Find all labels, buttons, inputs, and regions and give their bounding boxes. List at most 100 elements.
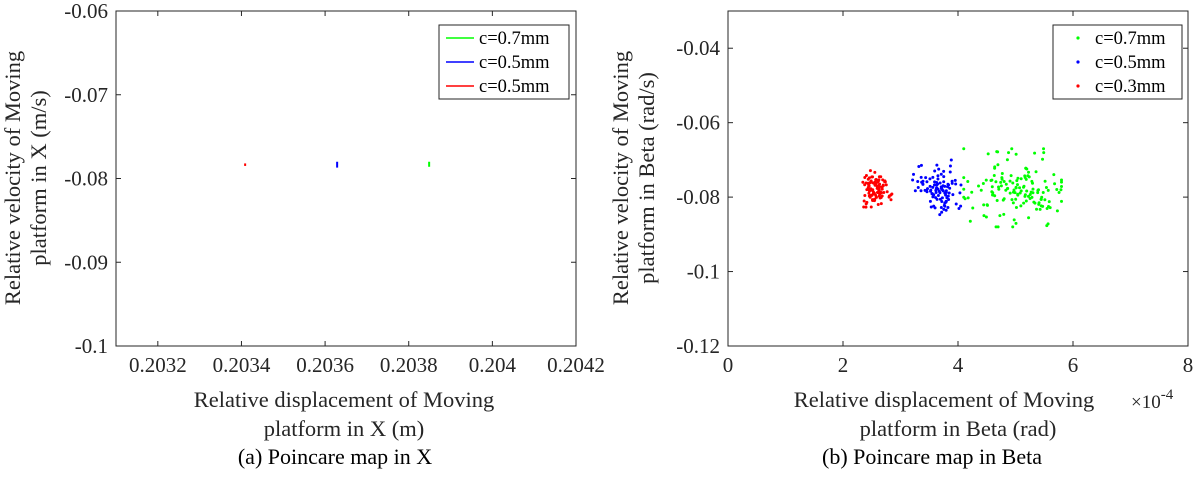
chart-a-xtick-label: 0.204 bbox=[469, 353, 517, 377]
chart-b-series-0-point bbox=[1015, 183, 1019, 187]
chart-b-series-1-point bbox=[959, 204, 963, 208]
chart-b-series-0-point bbox=[1016, 176, 1020, 180]
chart-b-series-0-point bbox=[1052, 173, 1056, 177]
chart-b-series-1-point bbox=[944, 199, 948, 203]
chart-b-series-0-point bbox=[996, 163, 1000, 167]
chart-b-series-1-point bbox=[945, 185, 949, 189]
chart-b-series-2-point bbox=[864, 205, 868, 209]
chart-b-series-2-point bbox=[866, 177, 870, 181]
chart-b-series-0-point bbox=[1018, 186, 1022, 190]
chart-b-series-2-point bbox=[873, 170, 877, 174]
chart-b-series-1-point bbox=[928, 199, 932, 203]
chart-b-x-multiplier-exp: -4 bbox=[1161, 387, 1174, 403]
chart-b-series-1-point bbox=[931, 175, 935, 179]
chart-b-series-2-point bbox=[862, 199, 866, 203]
chart-b-series-2-point bbox=[874, 178, 878, 182]
chart-b-series-0-point bbox=[993, 194, 997, 198]
chart-b-series-0-point bbox=[1043, 198, 1047, 202]
chart-b-series-0-point bbox=[966, 196, 970, 200]
chart-b-series-2-point bbox=[879, 202, 883, 206]
chart-b-series-0-point bbox=[1019, 177, 1023, 181]
chart-b-series-0-point bbox=[991, 191, 995, 195]
chart-b-series-0-point bbox=[1010, 198, 1014, 202]
chart-b-series-0-point bbox=[1002, 197, 1006, 201]
chart-a-xtick-label: 0.2036 bbox=[296, 353, 354, 377]
chart-b-legend-label-1: c=0.5mm bbox=[1095, 53, 1166, 73]
chart-b-series-1-point bbox=[953, 178, 957, 182]
chart-b-series-2-point bbox=[885, 190, 889, 194]
chart-b-series-1-point bbox=[935, 163, 939, 167]
chart-b-series-1-point bbox=[921, 179, 925, 183]
chart-b-series-0-point bbox=[1014, 221, 1018, 225]
chart-b-series-0-point bbox=[1024, 199, 1028, 203]
chart-b-series-0-point bbox=[1046, 188, 1050, 192]
chart-b-series-0-point bbox=[1000, 177, 1004, 181]
chart-b-series-0-point bbox=[977, 184, 981, 188]
chart-b-series-1-point bbox=[931, 195, 935, 199]
chart-b-series-0-point bbox=[1012, 218, 1016, 222]
chart-b-series-0-point bbox=[1024, 166, 1028, 170]
chart-b-ytick-label: -0.04 bbox=[676, 36, 720, 60]
chart-b-xtick-label: 8 bbox=[1183, 353, 1194, 377]
chart-b-series-1-point bbox=[933, 206, 937, 210]
chart-b-series-0-point bbox=[1030, 195, 1034, 199]
chart-b-series-0-point bbox=[982, 203, 986, 207]
chart-b-series-0-point bbox=[962, 187, 966, 191]
chart-a-ylabel-line1: Relative velocity of Moving bbox=[0, 51, 25, 305]
chart-b-series-1-point bbox=[942, 207, 946, 211]
chart-b-series-0-point bbox=[1002, 179, 1006, 183]
chart-b-series-2-point bbox=[879, 175, 883, 179]
chart-b-series-0-point bbox=[993, 166, 997, 170]
chart-b-series-1-point bbox=[946, 194, 950, 198]
chart-b-series-0-point bbox=[966, 179, 970, 183]
chart-b-series-2-point bbox=[876, 202, 880, 206]
chart-b-xtick-label: 0 bbox=[723, 353, 734, 377]
chart-b-series-0-point bbox=[1060, 199, 1063, 203]
chart-b-series-0-point bbox=[1011, 181, 1015, 185]
chart-b-series-0-point bbox=[986, 152, 990, 156]
chart-b-series-1-point bbox=[929, 205, 933, 209]
chart-b-legend: c=0.7mm c=0.5mm c=0.3mm bbox=[1052, 24, 1183, 100]
chart-b-series-0-point bbox=[1044, 185, 1048, 189]
chart-b-caption: (b) Poincare map in Beta bbox=[822, 444, 1042, 469]
chart-b-series-0-point bbox=[1041, 157, 1045, 161]
chart-b-series-0-point bbox=[1016, 192, 1020, 196]
chart-b-series-0-point bbox=[968, 219, 972, 223]
chart-b-series-0-point bbox=[1032, 200, 1036, 204]
chart-b-series-1-point bbox=[928, 184, 932, 188]
chart-b-series-2-point bbox=[863, 176, 867, 180]
chart-b-series-0-point bbox=[999, 184, 1003, 188]
chart-b-series-0-point bbox=[1025, 189, 1029, 193]
chart-b-series-2-point bbox=[864, 174, 868, 178]
chart-b-series-1-point bbox=[946, 206, 950, 210]
chart-b-series-0-point bbox=[1042, 151, 1046, 155]
chart-b-series-1-point bbox=[950, 179, 954, 183]
chart-b-series-1-point bbox=[939, 185, 943, 189]
chart-b-series-2-point bbox=[881, 183, 885, 187]
chart-b-xlabel-line2: platform in Beta (rad) bbox=[860, 416, 1057, 441]
chart-b-series-0-point bbox=[1005, 187, 1009, 191]
chart-b-series-0-point bbox=[1002, 212, 1006, 216]
chart-b-series-2-point bbox=[867, 184, 871, 188]
chart-b-legend-swatch-2 bbox=[1076, 84, 1080, 88]
chart-b-series-2-point bbox=[880, 187, 884, 191]
chart-b-ytick-label: -0.06 bbox=[676, 111, 720, 135]
chart-b-series-2-point bbox=[872, 191, 876, 195]
chart-b-series-1-point bbox=[944, 191, 948, 195]
chart-b-series-0-point bbox=[990, 185, 994, 189]
chart-b-marks bbox=[861, 147, 1063, 229]
chart-b-series-2-point bbox=[878, 182, 882, 186]
chart-b-series-0-point bbox=[1004, 182, 1008, 186]
chart-b-series-1-point bbox=[934, 186, 938, 190]
chart-b-series-0-point bbox=[1046, 222, 1050, 226]
chart-b-series-0-point bbox=[982, 214, 986, 218]
chart-b-series-2-point bbox=[869, 205, 873, 209]
chart-b-series-2-point bbox=[874, 183, 878, 187]
chart-b-series-0-point bbox=[984, 178, 988, 182]
chart-b-series-0-point bbox=[1011, 190, 1015, 194]
chart-b-series-0-point bbox=[992, 174, 996, 178]
chart-b-series-0-point bbox=[1019, 204, 1023, 208]
chart-b-series-0-point bbox=[994, 180, 998, 184]
chart-b-series-1-point bbox=[949, 158, 953, 162]
